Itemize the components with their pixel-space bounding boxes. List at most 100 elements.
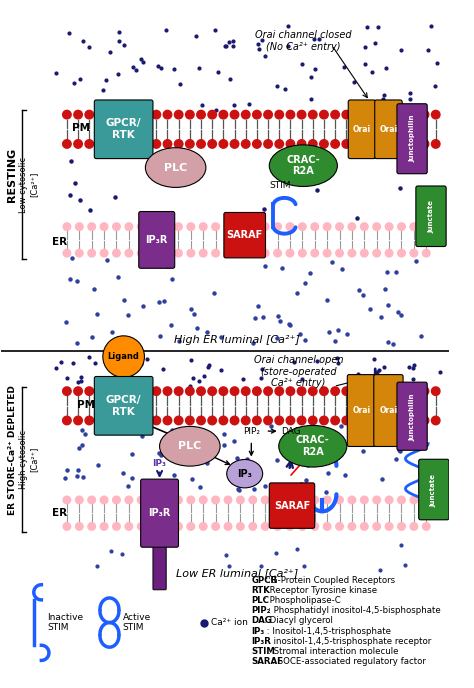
Circle shape xyxy=(385,223,393,230)
Text: IP₃: IP₃ xyxy=(153,460,166,469)
Text: Junctate: Junctate xyxy=(431,474,437,507)
Circle shape xyxy=(150,496,157,504)
Text: ER: ER xyxy=(52,237,67,247)
Circle shape xyxy=(208,387,217,396)
Circle shape xyxy=(63,387,71,396)
FancyBboxPatch shape xyxy=(94,100,153,159)
Circle shape xyxy=(361,496,368,504)
Circle shape xyxy=(286,223,294,230)
Circle shape xyxy=(249,223,256,230)
Circle shape xyxy=(162,223,170,230)
Circle shape xyxy=(241,110,250,119)
Circle shape xyxy=(219,140,228,148)
FancyBboxPatch shape xyxy=(153,531,166,590)
Circle shape xyxy=(297,387,306,396)
Ellipse shape xyxy=(279,425,347,467)
Circle shape xyxy=(96,140,105,148)
Circle shape xyxy=(63,110,71,119)
Circle shape xyxy=(420,416,429,424)
Circle shape xyxy=(323,223,331,230)
FancyBboxPatch shape xyxy=(416,186,446,246)
Circle shape xyxy=(174,110,183,119)
Text: CRAC-
R2A: CRAC- R2A xyxy=(286,155,320,177)
Ellipse shape xyxy=(269,145,337,186)
Circle shape xyxy=(212,249,219,257)
Circle shape xyxy=(137,523,145,530)
Circle shape xyxy=(309,387,317,396)
Text: GPCR/
RTK: GPCR/ RTK xyxy=(106,395,141,417)
Circle shape xyxy=(107,387,116,396)
Circle shape xyxy=(63,249,71,257)
Circle shape xyxy=(336,523,343,530)
Text: DAG: DAG xyxy=(251,616,272,625)
Circle shape xyxy=(174,249,182,257)
Circle shape xyxy=(237,249,244,257)
Circle shape xyxy=(113,496,120,504)
Text: DAG: DAG xyxy=(281,427,301,436)
Circle shape xyxy=(398,496,405,504)
Circle shape xyxy=(197,416,205,424)
Circle shape xyxy=(410,523,418,530)
Text: Orai: Orai xyxy=(379,125,398,133)
Circle shape xyxy=(241,387,250,396)
Circle shape xyxy=(286,496,294,504)
Circle shape xyxy=(212,223,219,230)
Text: SARAF: SARAF xyxy=(274,501,310,510)
Text: PIP₂: PIP₂ xyxy=(251,606,271,615)
Circle shape xyxy=(410,223,418,230)
Circle shape xyxy=(420,110,429,119)
Circle shape xyxy=(74,416,82,424)
Text: PIP₂: PIP₂ xyxy=(243,427,260,436)
Text: High cytosolic
[Ca²⁺]: High cytosolic [Ca²⁺] xyxy=(19,430,39,489)
Circle shape xyxy=(162,496,170,504)
Circle shape xyxy=(187,496,195,504)
Circle shape xyxy=(186,140,194,148)
Circle shape xyxy=(311,223,319,230)
Circle shape xyxy=(230,110,239,119)
Circle shape xyxy=(103,336,145,378)
Circle shape xyxy=(241,140,250,148)
Circle shape xyxy=(387,387,395,396)
Circle shape xyxy=(311,523,319,530)
Circle shape xyxy=(96,416,105,424)
Circle shape xyxy=(409,416,418,424)
Circle shape xyxy=(274,223,282,230)
Circle shape xyxy=(118,416,127,424)
Circle shape xyxy=(409,140,418,148)
Circle shape xyxy=(375,110,384,119)
Circle shape xyxy=(398,387,406,396)
Circle shape xyxy=(113,523,120,530)
Circle shape xyxy=(286,249,294,257)
Circle shape xyxy=(373,223,381,230)
Text: Orai channel open
(store-operated
Ca²⁺ entry): Orai channel open (store-operated Ca²⁺ e… xyxy=(254,355,343,389)
Circle shape xyxy=(373,496,381,504)
Circle shape xyxy=(299,496,306,504)
Circle shape xyxy=(323,496,331,504)
Circle shape xyxy=(275,140,283,148)
Circle shape xyxy=(361,223,368,230)
Circle shape xyxy=(118,110,127,119)
Circle shape xyxy=(431,140,440,148)
Circle shape xyxy=(361,523,368,530)
Text: : Diacyl glycerol: : Diacyl glycerol xyxy=(264,616,333,625)
Text: : Phospholipase-C: : Phospholipase-C xyxy=(264,596,341,605)
Circle shape xyxy=(385,523,393,530)
Circle shape xyxy=(163,110,172,119)
Circle shape xyxy=(163,140,172,148)
Circle shape xyxy=(398,110,406,119)
Circle shape xyxy=(208,416,217,424)
Circle shape xyxy=(85,110,93,119)
Text: Orai: Orai xyxy=(353,125,371,133)
FancyBboxPatch shape xyxy=(269,483,315,528)
Circle shape xyxy=(100,223,108,230)
Circle shape xyxy=(348,523,356,530)
Circle shape xyxy=(274,496,282,504)
Circle shape xyxy=(309,140,317,148)
Circle shape xyxy=(75,249,83,257)
Circle shape xyxy=(353,140,362,148)
Circle shape xyxy=(152,416,161,424)
Text: STIM: STIM xyxy=(251,647,275,656)
Circle shape xyxy=(63,496,71,504)
Circle shape xyxy=(410,496,418,504)
FancyBboxPatch shape xyxy=(397,382,427,450)
